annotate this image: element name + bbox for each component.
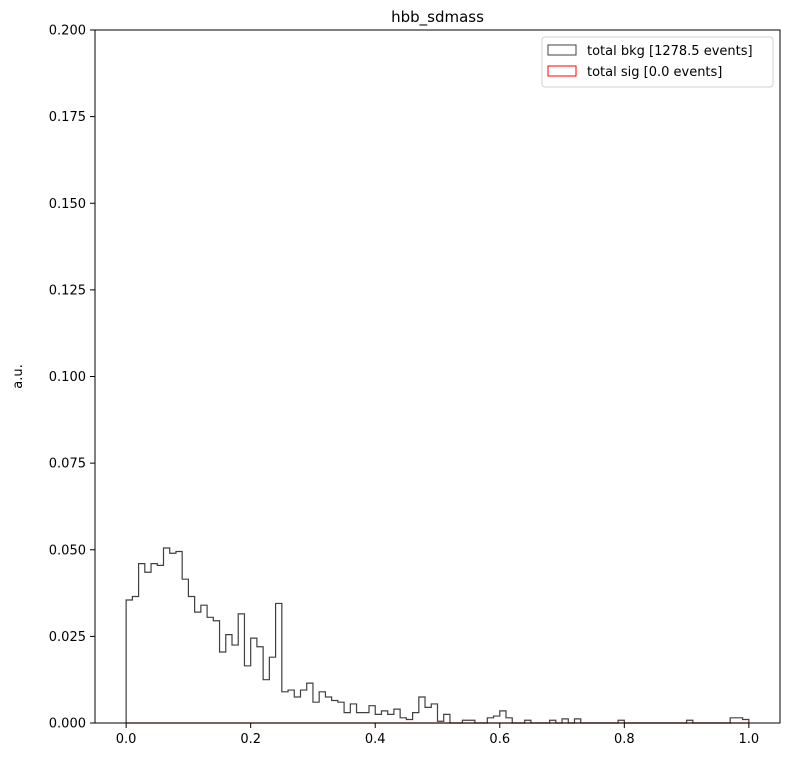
plot-area	[125, 547, 750, 724]
y-tick-label: 0.050	[49, 543, 86, 558]
legend: total bkg [1278.5 events] total sig [0.0…	[541, 36, 774, 88]
y-tick-label: 0.125	[49, 283, 86, 298]
legend-label-sig: total sig [0.0 events]	[587, 65, 722, 80]
legend-box	[541, 36, 774, 88]
y-tick-label: 0.200	[49, 24, 86, 39]
y-tick-label: 0.150	[49, 197, 86, 212]
y-tick-label: 0.000	[49, 717, 86, 732]
chart-title: hbb_sdmass	[391, 8, 484, 27]
axis-ticks: 0.0 0.2 0.4 0.6 0.8 1.0 0.000 0.025 0.050 0.075 0.…	[49, 24, 759, 748]
legend-swatch-sig	[547, 65, 577, 77]
y-tick-label: 0.100	[49, 370, 86, 385]
x-tick-label: 0.8	[614, 732, 635, 747]
legend-label-bkg: total bkg [1278.5 events]	[587, 44, 753, 59]
legend-swatch-bkg	[547, 44, 577, 56]
x-tick-label: 0.4	[365, 732, 386, 747]
x-tick-label: 0.2	[240, 732, 261, 747]
y-tick-label: 0.075	[49, 457, 86, 472]
plot-frame	[94, 29, 781, 724]
x-tick-label: 1.0	[739, 732, 760, 747]
y-tick-label: 0.025	[49, 630, 86, 645]
x-tick-label: 0.0	[116, 732, 137, 747]
series-step-0	[125, 547, 750, 724]
y-tick-label: 0.175	[49, 110, 86, 125]
y-axis-label: a.u.	[11, 364, 26, 388]
x-tick-label: 0.6	[489, 732, 510, 747]
